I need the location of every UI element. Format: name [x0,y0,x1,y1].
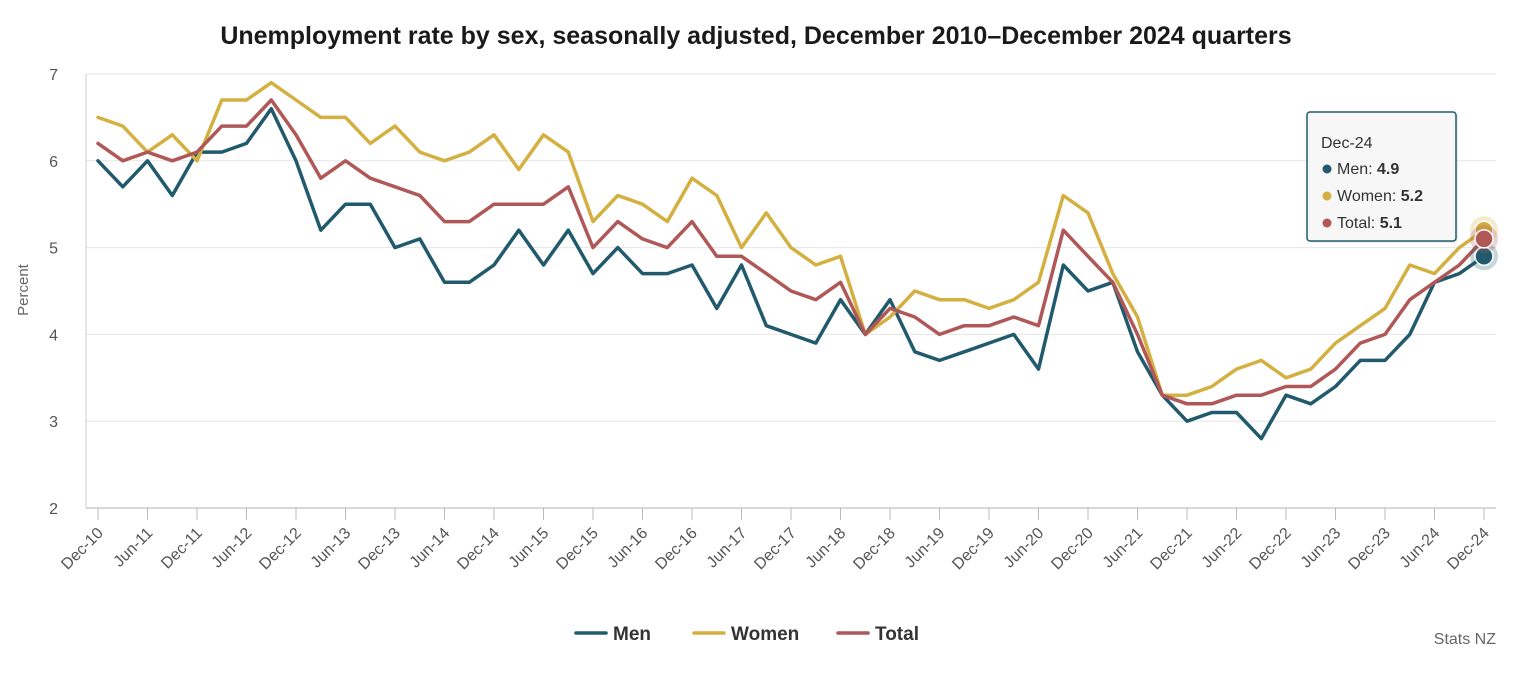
x-tick-label: Jun-24 [1397,525,1444,572]
x-tick-label: Jun-11 [111,525,157,571]
x-tick-label: Dec-20 [1048,525,1097,574]
y-tick-label: 5 [49,241,58,258]
x-tick-label: Dec-13 [355,525,404,574]
x-tick-label: Jun-14 [407,525,454,572]
legend-label-men[interactable]: Men [613,624,651,645]
x-tick-label: Dec-22 [1246,525,1295,574]
x-tick-label: Jun-18 [803,525,850,572]
tooltip-entry-men: Men: 4.9 [1337,161,1399,178]
x-tick-label: Jun-12 [209,525,256,572]
legend: Men Women Total [574,624,919,645]
legend-label-women[interactable]: Women [731,624,799,645]
y-tick-label: 4 [49,327,58,344]
x-tick-label: Dec-14 [454,525,503,574]
y-tick-label: 6 [49,154,58,171]
y-tick-label: 2 [49,501,58,518]
x-tick-label: Dec-11 [158,525,206,573]
tooltip-swatch-men [1322,164,1332,174]
chart-title: Unemployment rate by sex, seasonally adj… [220,22,1291,50]
legend-label-total[interactable]: Total [875,624,919,645]
series-lines[interactable] [96,80,1486,441]
tooltip: Dec-24 Men: 4.9 Women: 5.2 Total: 5.1 [1306,111,1458,243]
x-tick-label: Jun-17 [704,525,751,572]
series-line-total[interactable] [96,98,1486,406]
x-axis: Dec-10 Jun-11 Dec-11 Jun-12 Dec-12 Jun-13 Dec-… [58,74,1496,573]
x-tick-label: Jun-19 [902,525,949,572]
x-tick-label: Jun-20 [1001,525,1048,572]
y-tick-label: 3 [49,414,58,431]
x-tick-label: Jun-15 [506,525,553,572]
x-tick-label: Dec-23 [1345,525,1394,574]
x-tick-label: Dec-18 [850,525,899,574]
tooltip-category: Dec-24 [1321,135,1373,152]
y-axis-label: Percent [15,263,32,316]
x-tick-label: Dec-15 [553,525,602,574]
x-tick-label: Dec-16 [652,525,701,574]
x-tick-label: Jun-22 [1199,525,1246,572]
tooltip-entry-women: Women: 5.2 [1337,188,1423,205]
x-tick-label: Dec-21 [1147,525,1196,574]
x-tick-label: Dec-17 [751,525,800,574]
x-tick-label: Dec-24 [1444,525,1493,574]
series-line-women[interactable] [96,80,1486,397]
marker-total [1474,229,1494,249]
tooltip-box [1306,111,1457,242]
credit-label: Stats NZ [1434,631,1496,648]
x-tick-label: Jun-21 [1100,525,1147,572]
y-axis-ticks: 2 3 4 5 6 7 [49,67,58,518]
hover-markers [1470,216,1498,271]
x-tick-label: Dec-19 [949,525,998,574]
tooltip-swatch-women [1322,191,1332,201]
x-tick-label: Dec-10 [58,525,107,574]
series-line-men[interactable] [96,106,1486,441]
tooltip-swatch-total [1322,218,1332,228]
x-tick-label: Jun-13 [308,525,355,572]
x-tick-label: Dec-12 [256,525,305,574]
x-tick-label: Jun-23 [1298,525,1345,572]
x-tick-label: Jun-16 [605,525,652,572]
y-tick-label: 7 [49,67,58,84]
tooltip-entry-total: Total: 5.1 [1337,215,1402,232]
